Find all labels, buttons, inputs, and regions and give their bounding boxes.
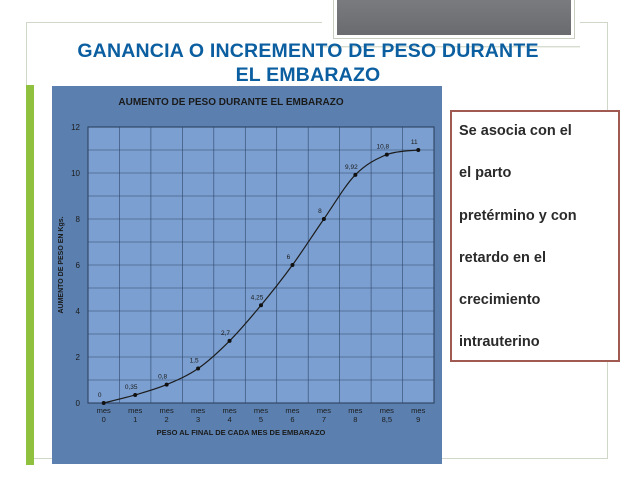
x-tick-label-top: mes bbox=[380, 406, 394, 415]
x-tick-label-top: mes bbox=[128, 406, 142, 415]
x-tick-label-top: mes bbox=[285, 406, 299, 415]
data-label: 0,8 bbox=[158, 374, 167, 381]
slide-title-line-2: EL EMBARAZO bbox=[235, 64, 381, 86]
x-tick-label-top: mes bbox=[254, 406, 268, 415]
data-label: 9,92 bbox=[345, 164, 358, 171]
y-tick-label: 6 bbox=[76, 261, 81, 270]
x-tick-label-bottom: 7 bbox=[322, 415, 326, 424]
note-line-3: pretérmino y con bbox=[459, 207, 577, 224]
data-label: 11 bbox=[411, 139, 418, 146]
x-tick-label-bottom: 8 bbox=[353, 415, 357, 424]
data-point bbox=[416, 148, 421, 152]
x-tick-label-top: mes bbox=[191, 406, 205, 415]
data-label: 10,8 bbox=[376, 144, 389, 151]
data-point bbox=[259, 303, 263, 308]
data-label: 6 bbox=[287, 254, 291, 261]
data-point bbox=[133, 392, 138, 397]
top-decoration-panel bbox=[334, 0, 574, 38]
x-axis-label: PESO AL FINAL DE CADA MES DE EMBARAZO bbox=[157, 428, 326, 437]
y-axis-label: AUMENTO DE PESO EN Kgs. bbox=[58, 216, 65, 313]
slide-title-line-1: GANANCIA O INCREMENTO DE PESO DURANTE bbox=[77, 40, 539, 62]
data-point bbox=[290, 263, 295, 267]
x-tick-label-top: mes bbox=[222, 406, 236, 415]
y-tick-label: 0 bbox=[76, 399, 81, 408]
data-point bbox=[196, 366, 201, 371]
data-label: 1,5 bbox=[190, 358, 199, 365]
x-tick-label-top: mes bbox=[97, 406, 111, 415]
data-label: 4,25 bbox=[251, 294, 264, 301]
slide-title: GANANCIA O INCREMENTO DE PESO DURANTE EL… bbox=[58, 39, 558, 87]
data-point bbox=[101, 401, 106, 405]
data-label: 8 bbox=[318, 208, 322, 215]
x-tick-label-top: mes bbox=[317, 406, 331, 415]
data-point bbox=[164, 382, 169, 387]
x-tick-label-top: mes bbox=[348, 406, 362, 415]
x-tick-label-bottom: 8,5 bbox=[382, 415, 392, 424]
data-label: 0 bbox=[98, 392, 102, 399]
x-tick-label-bottom: 6 bbox=[290, 415, 294, 424]
y-tick-label: 12 bbox=[71, 123, 80, 132]
data-point bbox=[227, 338, 232, 343]
data-label: 2,7 bbox=[221, 330, 230, 337]
x-tick-label-top: mes bbox=[160, 406, 174, 415]
x-tick-label-bottom: 0 bbox=[102, 415, 106, 424]
y-tick-label: 4 bbox=[76, 307, 81, 316]
x-tick-label-bottom: 2 bbox=[165, 415, 169, 424]
y-tick-label: 8 bbox=[76, 215, 81, 224]
y-tick-label: 2 bbox=[76, 353, 81, 362]
weight-gain-chart: AUMENTO DE PESO DURANTE EL EMBARAZO 0 2 4 6 8… bbox=[52, 86, 442, 464]
note-line-5: crecimiento bbox=[459, 292, 541, 309]
x-tick-label-bottom: 1 bbox=[133, 415, 137, 424]
note-line-6: intrauterino bbox=[459, 334, 540, 351]
note-box: Se asocia con el el parto pretérmino y c… bbox=[450, 110, 620, 362]
x-tick-label-bottom: 5 bbox=[259, 415, 263, 424]
data-label: 0,35 bbox=[125, 384, 138, 391]
note-line-2: el parto bbox=[459, 165, 512, 182]
chart-title: AUMENTO DE PESO DURANTE EL EMBARAZO bbox=[118, 97, 343, 108]
data-point bbox=[353, 172, 358, 177]
accent-bar bbox=[26, 85, 34, 465]
chart-svg: AUMENTO DE PESO DURANTE EL EMBARAZO 0 2 4 6 8… bbox=[58, 97, 435, 437]
note-line-1: Se asocia con el bbox=[459, 123, 572, 139]
x-tick-label-bottom: 9 bbox=[416, 415, 420, 424]
x-tick-label-bottom: 4 bbox=[227, 415, 231, 424]
x-tick-label-bottom: 3 bbox=[196, 415, 200, 424]
note-line-4: retardo en el bbox=[459, 249, 547, 266]
x-tick-label-top: mes bbox=[411, 406, 425, 415]
data-point bbox=[384, 152, 389, 157]
y-tick-label: 10 bbox=[71, 169, 80, 178]
data-point bbox=[321, 217, 326, 221]
